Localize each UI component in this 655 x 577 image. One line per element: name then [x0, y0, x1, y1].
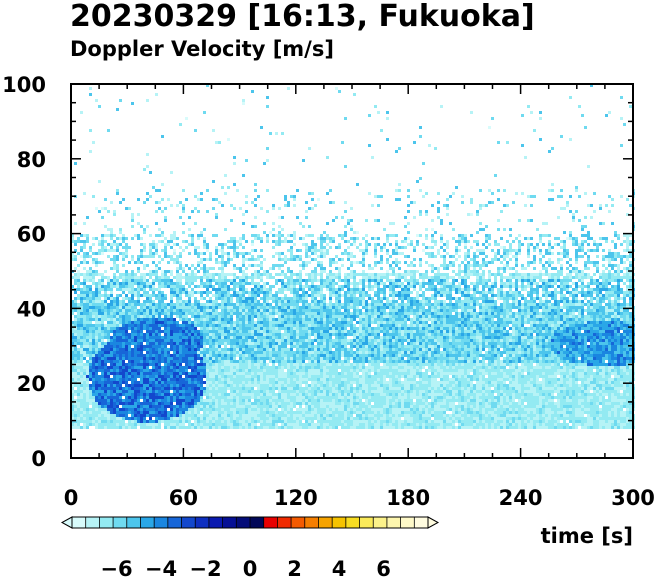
- colorbar-tick-label: 4: [332, 557, 347, 577]
- colorbar-swatch: [318, 517, 333, 528]
- colorbar-swatch: [359, 517, 374, 528]
- colorbar-max-arrow: [427, 516, 440, 529]
- y-tick-label: 40: [17, 297, 46, 321]
- colorbar-swatch: [140, 517, 155, 528]
- chart-subtitle: Doppler Velocity [m/s]: [70, 37, 334, 61]
- colorbar-swatch: [332, 517, 347, 528]
- x-tick-label: 120: [274, 486, 318, 510]
- x-tick-label: 60: [169, 486, 198, 510]
- colorbar-swatch: [250, 517, 265, 528]
- y-tick-label: 80: [17, 148, 46, 172]
- colorbar-swatch: [126, 517, 141, 528]
- colorbar-swatch: [113, 517, 128, 528]
- heatmap-cell-group: [86, 318, 206, 423]
- colorbar-swatch: [277, 517, 292, 528]
- y-tick-label: 60: [17, 223, 46, 247]
- colorbar-tick-label: 0: [243, 557, 258, 577]
- x-tick-label: 240: [499, 486, 543, 510]
- x-tick-label: 180: [386, 486, 430, 510]
- heatmap-cell-group: [89, 318, 635, 423]
- y-tick-label: 20: [17, 372, 46, 396]
- x-tick-label: 0: [64, 486, 79, 510]
- colorbar-swatch: [291, 517, 306, 528]
- colorbar-swatch: [263, 517, 278, 528]
- colorbar-tick-label: −4: [145, 557, 177, 577]
- colorbar-swatch: [304, 517, 319, 528]
- y-tick-label: 100: [2, 73, 46, 97]
- colorbar-tick-label: 2: [287, 557, 302, 577]
- axes: 0 60 120 180 240 300 0 20 40 60 80 100: [2, 73, 655, 510]
- colorbar-swatch: [72, 517, 87, 528]
- colorbar-tick-label: −6: [100, 557, 132, 577]
- colorbar-swatch: [181, 517, 196, 528]
- x-tick-label: 300: [611, 486, 655, 510]
- colorbar-swatch: [222, 517, 237, 528]
- heatmap-cell-group: [89, 318, 626, 423]
- colorbar-swatch: [373, 517, 388, 528]
- heatmap-cell-group: [71, 279, 635, 423]
- colorbar-swatch: [154, 517, 169, 528]
- colorbar-swatch: [99, 517, 114, 528]
- colorbar-swatch: [208, 517, 224, 528]
- colorbar-swatch: [195, 517, 210, 528]
- chart-title: 20230329 [16:13, Fukuoka]: [70, 0, 535, 34]
- y-tick-label: 0: [31, 447, 46, 471]
- colorbar-swatch: [236, 517, 251, 528]
- colorbar-tick-label: −2: [189, 557, 221, 577]
- heatmap-cell-group: [71, 87, 635, 429]
- colorbar-tick-label: 6: [376, 557, 391, 577]
- colorbar-swatch: [400, 517, 415, 528]
- colorbar-swatch: [167, 517, 182, 528]
- colorbar: −6 −4 −2 0 2 4 6: [60, 516, 440, 577]
- colorbar-min-arrow: [60, 516, 73, 529]
- heatmap-cell-group: [71, 84, 635, 429]
- colorbar-swatch: [386, 517, 402, 528]
- colorbar-swatch: [414, 517, 429, 528]
- colorbar-swatch: [85, 517, 100, 528]
- heatmap-cells: [71, 84, 635, 429]
- x-axis-label: time [s]: [541, 524, 633, 548]
- colorbar-swatch: [345, 517, 360, 528]
